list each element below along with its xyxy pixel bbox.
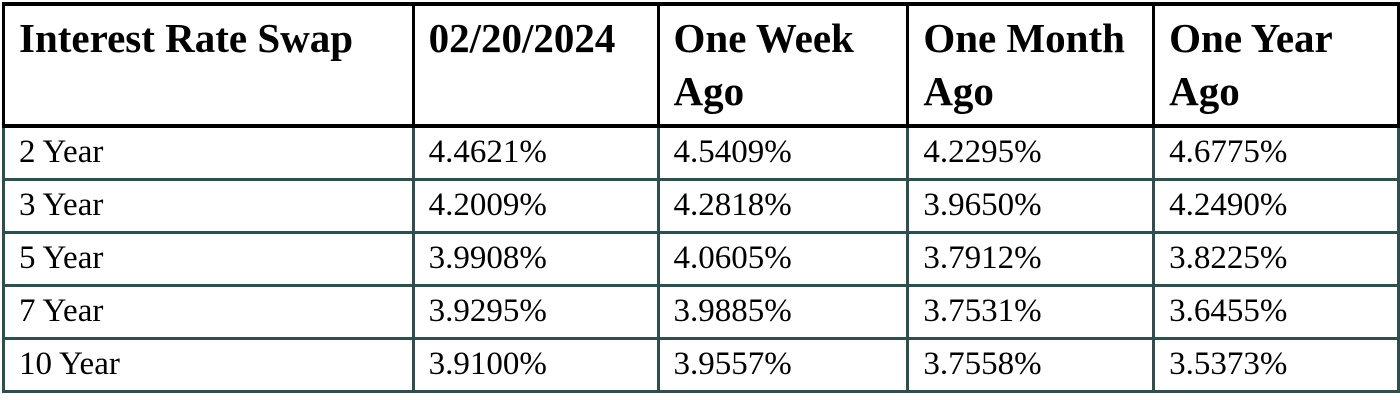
rate-cell: 3.8225% xyxy=(1152,231,1400,287)
rate-cell: 3.9295% xyxy=(411,284,660,340)
table-row-5-year: 5 Year 3.9908% 4.0605% 3.7912% 3.8225% xyxy=(2,231,1400,287)
rate-cell: 4.2295% xyxy=(906,124,1156,181)
column-header-swap-term: Interest Rate Swap xyxy=(2,2,415,128)
rate-cell: 3.7558% xyxy=(906,337,1156,393)
row-label: 7 Year xyxy=(2,284,415,340)
rate-cell: 4.2818% xyxy=(656,178,910,234)
row-label: 2 Year xyxy=(2,124,415,181)
rate-cell: 3.5373% xyxy=(1152,337,1400,393)
rate-cell: 3.6455% xyxy=(1152,284,1400,340)
rate-cell: 3.7531% xyxy=(906,284,1156,340)
column-header-one-year-ago: One Year Ago xyxy=(1152,2,1400,128)
rate-cell: 3.9100% xyxy=(411,337,660,393)
rate-cell: 4.0605% xyxy=(656,231,910,287)
rate-cell: 3.9650% xyxy=(906,178,1156,234)
rate-cell: 3.7912% xyxy=(906,231,1156,287)
rate-cell: 3.9885% xyxy=(656,284,910,340)
rate-cell: 4.2490% xyxy=(1152,178,1400,234)
table-row-3-year: 3 Year 4.2009% 4.2818% 3.9650% 4.2490% xyxy=(2,178,1400,234)
rate-cell: 4.2009% xyxy=(411,178,660,234)
interest-rate-swap-table: Interest Rate Swap 02/20/2024 One Week A… xyxy=(2,2,1400,393)
column-header-one-week-ago: One Week Ago xyxy=(656,2,910,128)
column-header-one-month-ago: One Month Ago xyxy=(906,2,1156,128)
row-label: 10 Year xyxy=(2,337,415,393)
rate-cell: 3.9908% xyxy=(411,231,660,287)
row-label: 3 Year xyxy=(2,178,415,234)
header-row: Interest Rate Swap 02/20/2024 One Week A… xyxy=(2,2,1400,128)
rate-cell: 4.6775% xyxy=(1152,124,1400,181)
table-row-2-year: 2 Year 4.4621% 4.5409% 4.2295% 4.6775% xyxy=(2,124,1400,181)
table-row-10-year: 10 Year 3.9100% 3.9557% 3.7558% 3.5373% xyxy=(2,337,1400,393)
rate-cell: 4.5409% xyxy=(656,124,910,181)
rate-cell: 4.4621% xyxy=(411,124,660,181)
table-row-7-year: 7 Year 3.9295% 3.9885% 3.7531% 3.6455% xyxy=(2,284,1400,340)
column-header-current-date: 02/20/2024 xyxy=(411,2,660,128)
row-label: 5 Year xyxy=(2,231,415,287)
rate-cell: 3.9557% xyxy=(656,337,910,393)
